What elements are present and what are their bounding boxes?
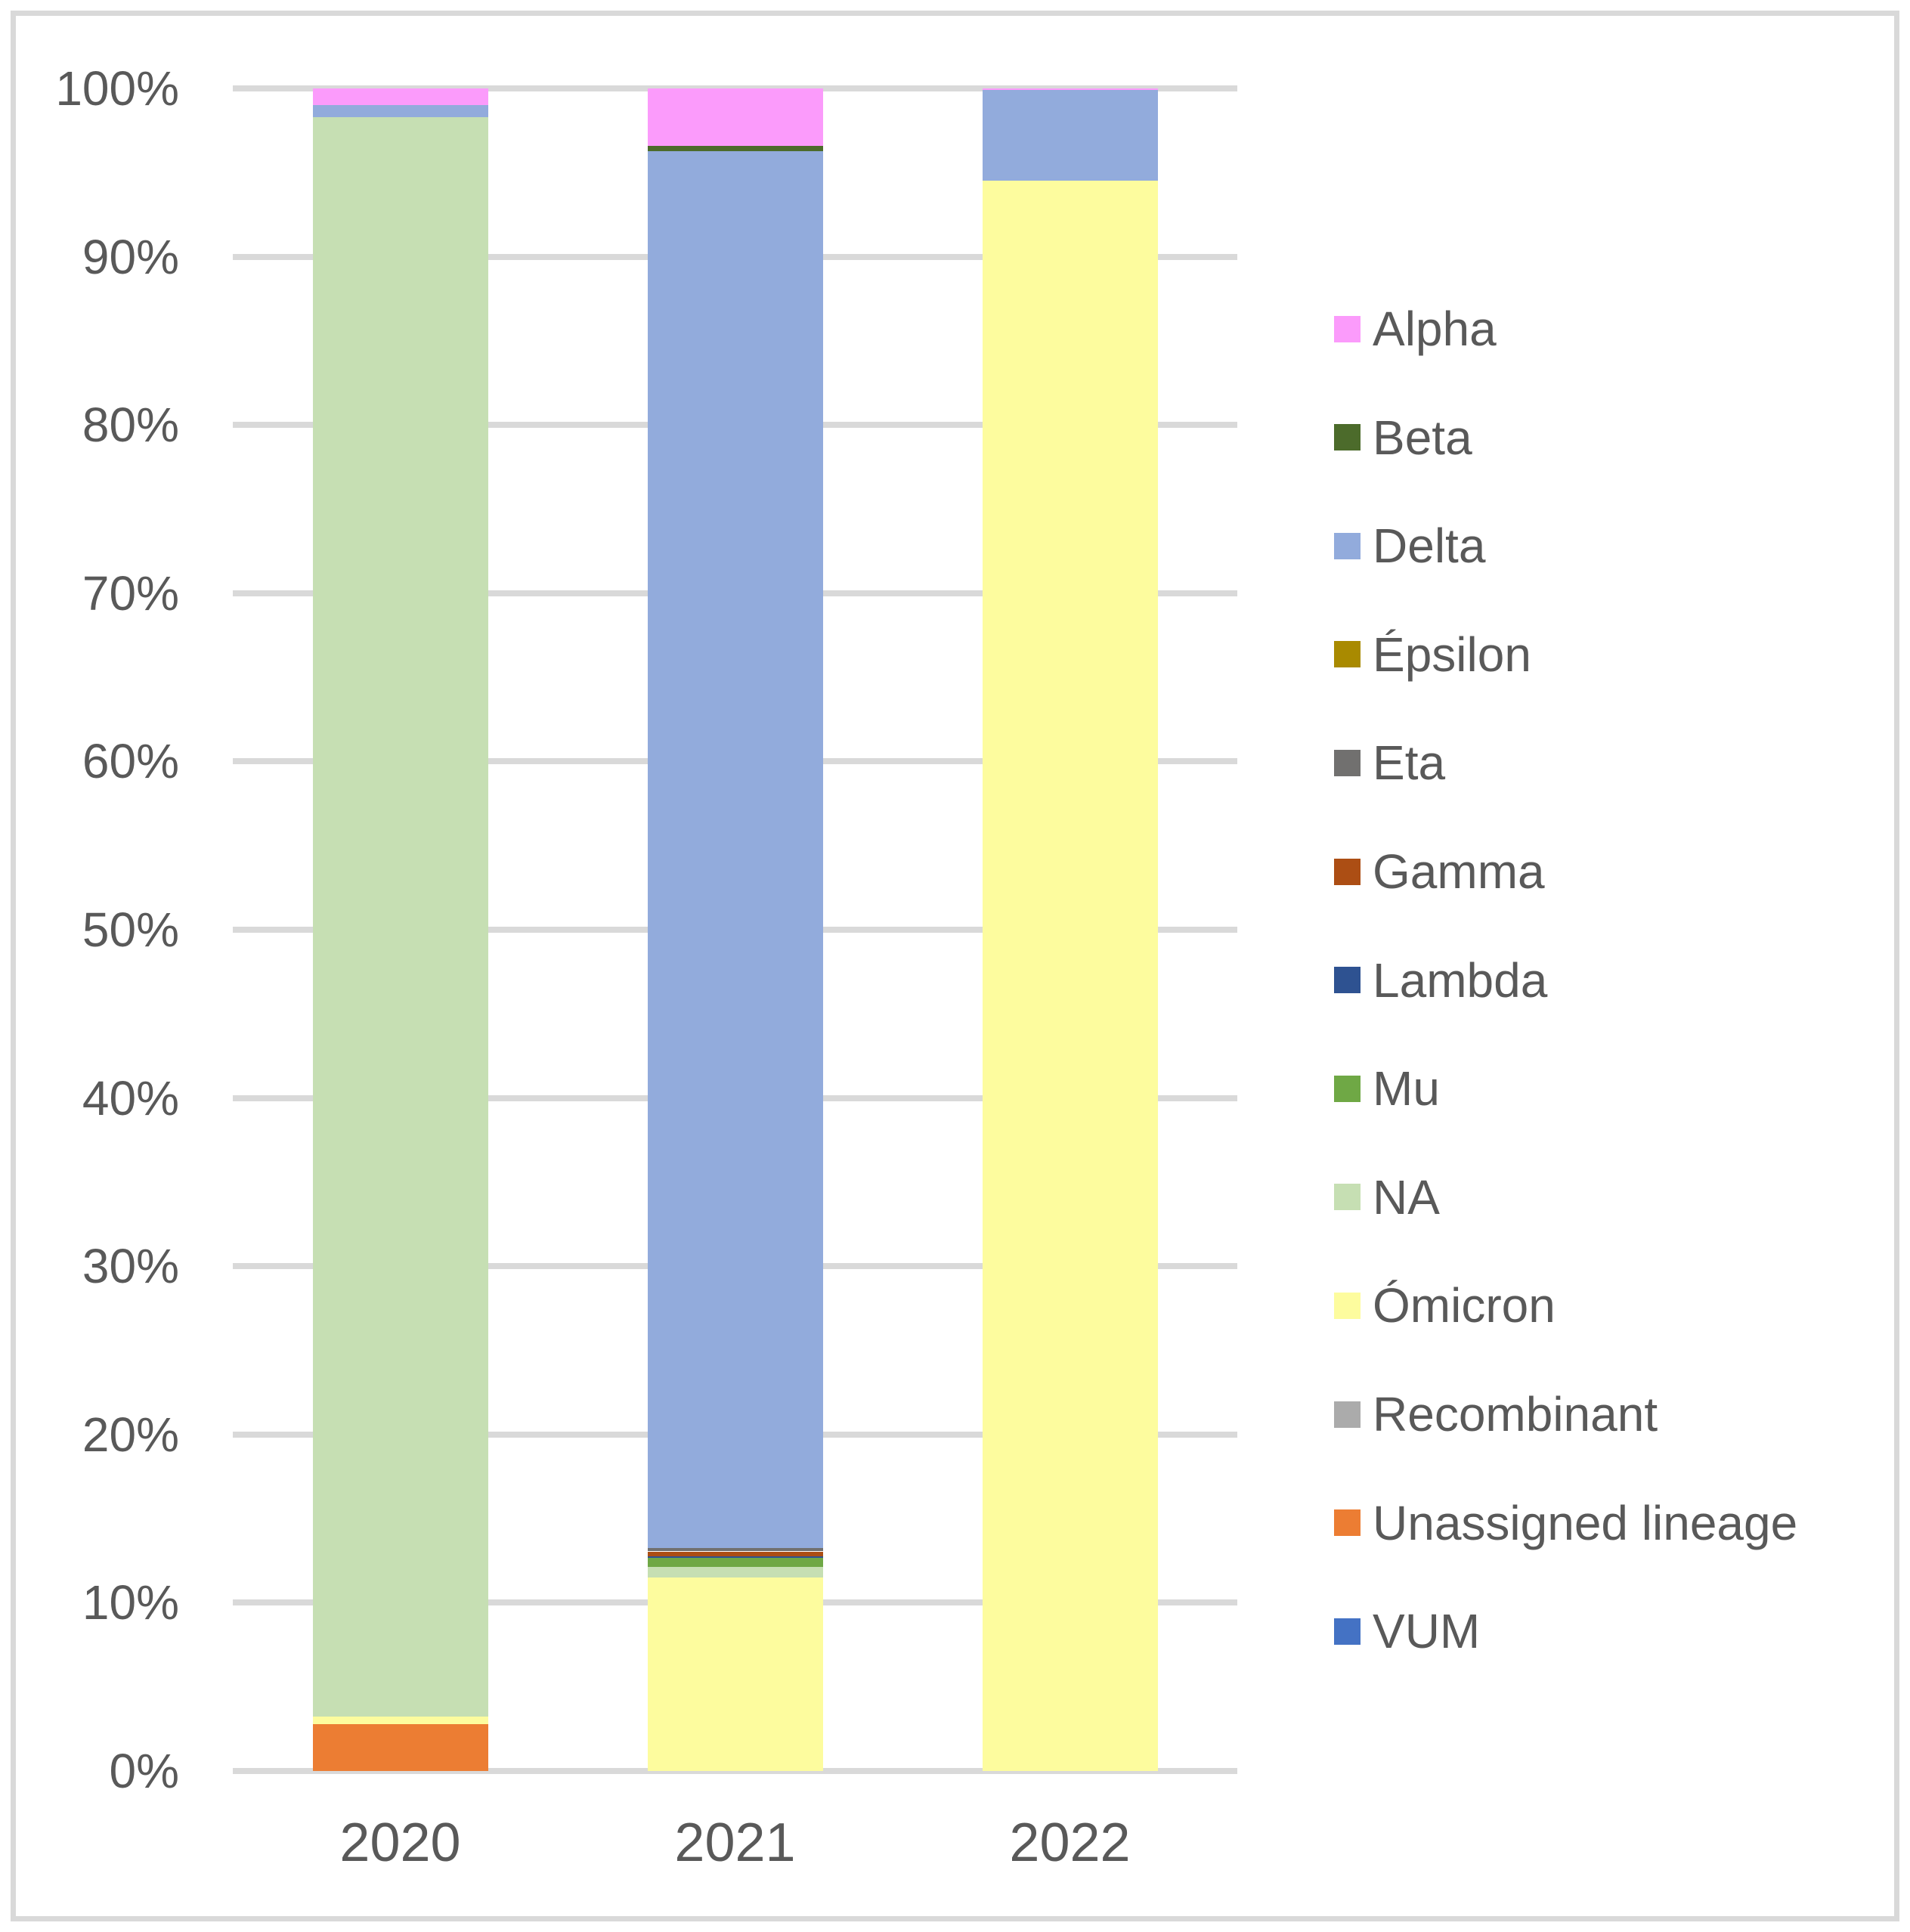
legend-swatch-unassigned-lineage	[1334, 1509, 1361, 1537]
legend-label-omicron: Ómicron	[1373, 1278, 1556, 1333]
bar-2020-segment-delta	[312, 105, 488, 117]
y-tick-label-90%: 90%	[82, 229, 179, 284]
legend-label-beta: Beta	[1373, 410, 1472, 465]
legend-label-gamma: Gamma	[1373, 844, 1545, 899]
legend-swatch-na	[1334, 1184, 1361, 1211]
bar-2022-segment-omicron	[982, 181, 1158, 1771]
bar-2021-segment-beta	[647, 145, 823, 152]
y-tick-label-100%: 100%	[55, 61, 179, 116]
legend-swatch-eta	[1334, 749, 1361, 776]
legend-label-epsilon: Épsilon	[1373, 627, 1531, 682]
y-tick-label-10%: 10%	[82, 1575, 179, 1630]
legend-swatch-mu	[1334, 1075, 1361, 1102]
bar-2021-segment-gamma	[647, 1551, 823, 1557]
gridline-0%	[233, 1768, 1237, 1774]
legend-item-vum: VUM	[1334, 1598, 1480, 1664]
legend-swatch-omicron	[1334, 1292, 1361, 1319]
legend-item-epsilon: Épsilon	[1334, 621, 1531, 688]
legend-swatch-delta	[1334, 532, 1361, 559]
y-tick-label-20%: 20%	[82, 1407, 179, 1462]
y-tick-label-0%: 0%	[109, 1744, 180, 1798]
legend-item-unassigned-lineage: Unassigned lineage	[1334, 1490, 1797, 1556]
legend-label-mu: Mu	[1373, 1061, 1440, 1116]
bar-2020-segment-na	[312, 116, 488, 1717]
bar-2021-segment-omicron	[647, 1577, 823, 1771]
legend-swatch-recombinant	[1334, 1401, 1361, 1428]
x-tick-label-2022: 2022	[1009, 1813, 1131, 1873]
legend-label-delta: Delta	[1373, 519, 1486, 574]
legend-item-lambda: Lambda	[1334, 947, 1547, 1014]
legend-label-eta: Eta	[1373, 735, 1446, 791]
legend-label-vum: VUM	[1373, 1604, 1481, 1659]
legend-swatch-alpha	[1334, 315, 1361, 342]
x-tick-label-2020: 2020	[339, 1813, 461, 1873]
bar-2021-segment-delta	[647, 151, 823, 1549]
legend-label-lambda: Lambda	[1373, 952, 1548, 1008]
legend-label-recombinant: Recombinant	[1373, 1387, 1658, 1441]
bar-2020-segment-unassigned-lineage	[312, 1723, 488, 1771]
legend-item-alpha: Alpha	[1334, 296, 1497, 362]
legend-swatch-vum	[1334, 1618, 1361, 1645]
bar-2021-segment-mu	[647, 1558, 823, 1567]
y-tick-label-70%: 70%	[82, 565, 179, 621]
bar-2021-segment-eta	[647, 1548, 823, 1552]
bar-2022-segment-alpha	[982, 88, 1158, 91]
y-tick-label-80%: 80%	[82, 398, 179, 453]
bar-2021-segment-lambda	[647, 1556, 823, 1559]
bar-2021-segment-alpha	[647, 88, 823, 146]
y-tick-label-60%: 60%	[82, 734, 179, 789]
y-tick-label-50%: 50%	[82, 903, 179, 957]
legend-swatch-gamma	[1334, 858, 1361, 885]
bar-2020-segment-alpha	[312, 88, 488, 106]
bar-2022-segment-delta	[982, 90, 1158, 181]
legend-label-na: NA	[1373, 1169, 1440, 1225]
legend-item-delta: Delta	[1334, 512, 1485, 579]
legend-item-na: NA	[1334, 1164, 1440, 1231]
legend-item-gamma: Gamma	[1334, 838, 1545, 905]
legend-label-unassigned-lineage: Unassigned lineage	[1373, 1495, 1798, 1550]
legend-swatch-lambda	[1334, 967, 1361, 994]
legend-item-eta: Eta	[1334, 729, 1445, 796]
legend-swatch-epsilon	[1334, 641, 1361, 668]
legend-item-mu: Mu	[1334, 1055, 1440, 1122]
legend-item-recombinant: Recombinant	[1334, 1381, 1658, 1447]
y-tick-label-30%: 30%	[82, 1239, 179, 1294]
legend-label-alpha: Alpha	[1373, 302, 1497, 356]
legend-item-beta: Beta	[1334, 404, 1472, 471]
legend-swatch-beta	[1334, 424, 1361, 451]
x-tick-label-2021: 2021	[674, 1813, 796, 1873]
bar-2020-segment-omicron	[312, 1716, 488, 1724]
bar-2021-segment-na	[647, 1566, 823, 1577]
legend-item-omicron: Ómicron	[1334, 1272, 1556, 1339]
y-tick-label-40%: 40%	[82, 1070, 179, 1125]
